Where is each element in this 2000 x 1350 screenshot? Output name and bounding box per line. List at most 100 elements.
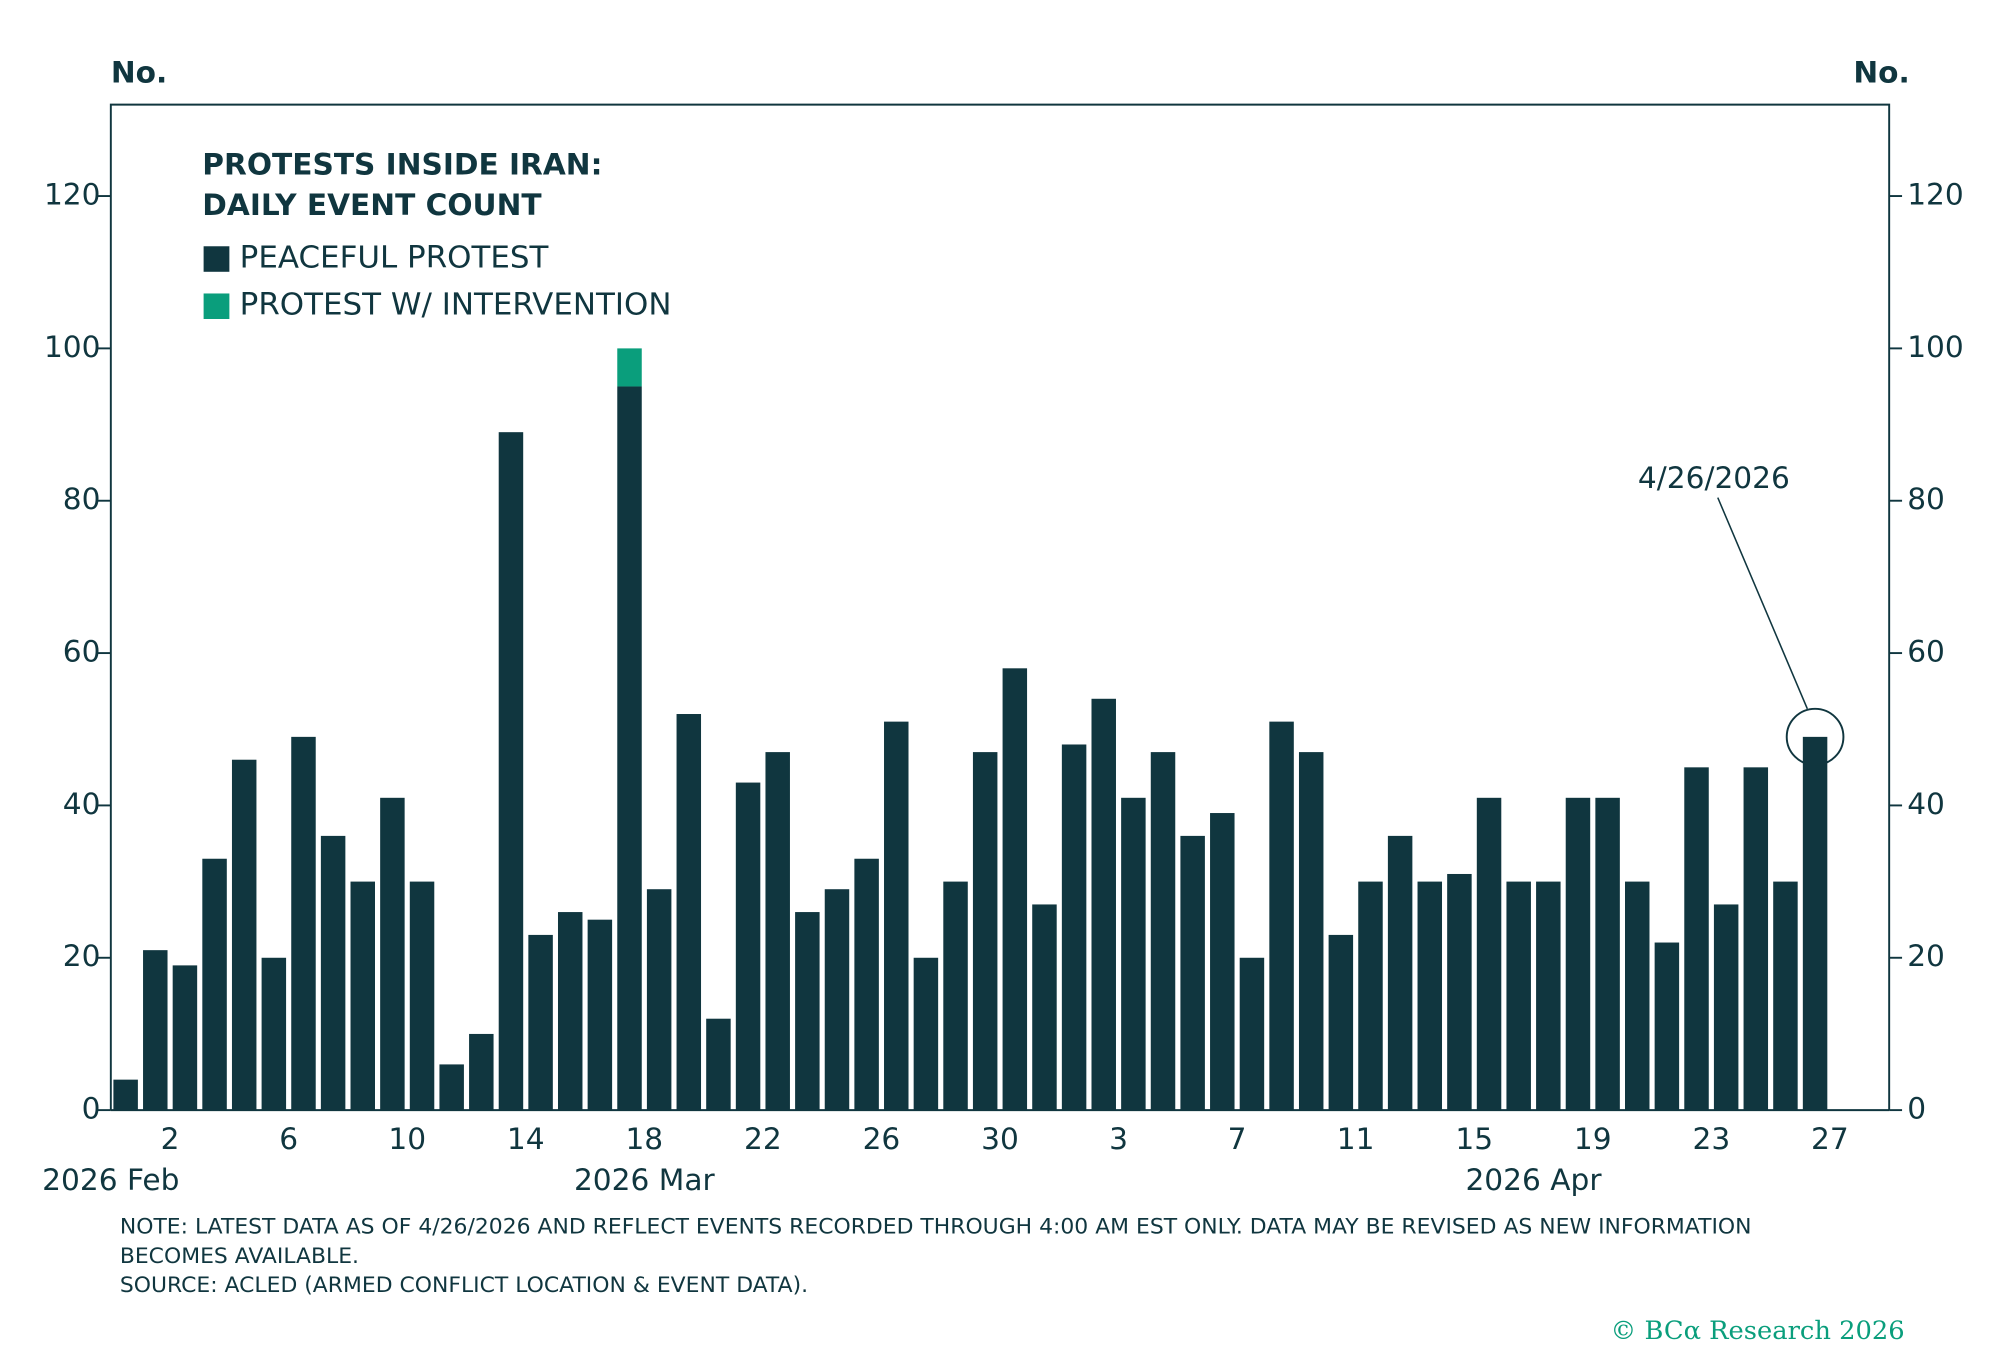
bar bbox=[1684, 767, 1709, 1111]
bar bbox=[587, 919, 613, 1111]
legend-label: PEACEFUL PROTEST bbox=[240, 240, 549, 276]
bar bbox=[617, 348, 642, 387]
note: NOTE: LATEST DATA AS OF 4/26/2026 AND RE… bbox=[120, 1215, 1752, 1240]
y2-tick-label: 80 bbox=[1907, 482, 1945, 516]
bar bbox=[1625, 881, 1650, 1111]
chart-title: PROTESTS INSIDE IRAN: bbox=[202, 147, 602, 181]
y-axis-label: No. bbox=[111, 56, 167, 90]
note: SOURCE: ACLED (ARMED CONFLICT LOCATION &… bbox=[120, 1273, 808, 1298]
x-group-label: 2026 Apr bbox=[1465, 1163, 1602, 1197]
bar bbox=[1358, 881, 1383, 1111]
x-tick-label: 19 bbox=[1574, 1122, 1612, 1156]
bar bbox=[1506, 881, 1531, 1111]
bar bbox=[1180, 835, 1205, 1111]
bar bbox=[884, 721, 909, 1111]
legend-swatch bbox=[203, 246, 230, 272]
x-tick-label: 30 bbox=[981, 1122, 1019, 1156]
bar bbox=[143, 950, 168, 1111]
x-tick-label: 23 bbox=[1692, 1122, 1730, 1156]
bar bbox=[1447, 873, 1472, 1111]
x-tick-label: 27 bbox=[1811, 1122, 1849, 1156]
y-tick-label: 80 bbox=[63, 482, 101, 516]
y2-tick-label: 60 bbox=[1907, 635, 1945, 669]
bar bbox=[1743, 767, 1769, 1111]
x-tick-label: 15 bbox=[1455, 1122, 1493, 1156]
y-tick-label: 60 bbox=[63, 635, 101, 669]
y2-tick-label: 100 bbox=[1907, 330, 1964, 364]
x-tick-label: 7 bbox=[1228, 1122, 1247, 1156]
x-tick-label: 2 bbox=[161, 1122, 180, 1156]
legend-label: PROTEST W/ INTERVENTION bbox=[240, 287, 672, 323]
bar bbox=[1536, 881, 1561, 1111]
bar bbox=[913, 957, 939, 1111]
bar bbox=[824, 889, 850, 1111]
x-group-label: 2026 Feb bbox=[42, 1163, 179, 1197]
credit: © BCα Research 2026 bbox=[1611, 1316, 1905, 1346]
bar bbox=[972, 752, 998, 1111]
bar bbox=[172, 965, 198, 1111]
bar bbox=[350, 881, 375, 1111]
bar bbox=[735, 782, 761, 1111]
annotation: 4/26/2026 bbox=[1638, 461, 1790, 495]
bar bbox=[113, 1079, 138, 1111]
bar bbox=[1150, 752, 1176, 1111]
bar bbox=[1654, 942, 1680, 1111]
x-tick-label: 3 bbox=[1109, 1122, 1128, 1156]
y2-tick-label: 120 bbox=[1907, 178, 1964, 212]
bar bbox=[1032, 904, 1057, 1111]
bar bbox=[795, 912, 820, 1111]
bar bbox=[1061, 744, 1087, 1111]
bar bbox=[1328, 934, 1354, 1111]
x-tick-label: 10 bbox=[388, 1122, 426, 1156]
bar bbox=[1269, 721, 1294, 1111]
annotation-leader bbox=[1717, 497, 1809, 710]
bar bbox=[469, 1033, 494, 1111]
y-tick-label: 40 bbox=[63, 787, 101, 821]
bar bbox=[1239, 957, 1265, 1111]
bar bbox=[498, 432, 524, 1111]
bar bbox=[854, 858, 879, 1111]
y2-tick-label: 20 bbox=[1907, 939, 1945, 973]
x-tick-label: 26 bbox=[863, 1122, 901, 1156]
bar bbox=[202, 858, 227, 1111]
y-tick-label: 120 bbox=[44, 178, 101, 212]
bar bbox=[706, 1018, 731, 1111]
y2-axis-label: No. bbox=[1853, 56, 1909, 90]
bar bbox=[1595, 797, 1620, 1111]
bar bbox=[1091, 698, 1116, 1111]
bar bbox=[1298, 752, 1324, 1111]
y-tick-label: 100 bbox=[44, 330, 101, 364]
bar bbox=[1713, 904, 1739, 1111]
bar bbox=[1417, 881, 1443, 1111]
x-tick-label: 18 bbox=[625, 1122, 663, 1156]
bar bbox=[1565, 797, 1591, 1111]
bar bbox=[231, 759, 257, 1111]
bar bbox=[409, 881, 435, 1111]
bar bbox=[943, 881, 968, 1111]
annotation-circle bbox=[1785, 707, 1845, 766]
legend-swatch bbox=[203, 293, 230, 319]
x-tick-label: 14 bbox=[507, 1122, 545, 1156]
bar bbox=[291, 736, 316, 1111]
y-tick-label: 20 bbox=[63, 939, 101, 973]
bar bbox=[1476, 797, 1502, 1111]
bar bbox=[1802, 736, 1828, 1111]
x-tick-label: 22 bbox=[744, 1122, 782, 1156]
bar bbox=[646, 889, 672, 1111]
bar bbox=[617, 386, 642, 1111]
note: BECOMES AVAILABLE. bbox=[120, 1244, 359, 1269]
bar bbox=[261, 957, 287, 1111]
bar bbox=[557, 912, 583, 1111]
y2-tick-label: 0 bbox=[1907, 1092, 1926, 1126]
bar bbox=[676, 714, 702, 1111]
bar bbox=[439, 1064, 464, 1111]
x-tick-label: 6 bbox=[279, 1122, 298, 1156]
chart-title: DAILY EVENT COUNT bbox=[202, 188, 541, 222]
bar bbox=[1773, 881, 1798, 1111]
bar bbox=[765, 752, 790, 1111]
x-tick-label: 11 bbox=[1337, 1122, 1375, 1156]
bar bbox=[1387, 835, 1413, 1111]
x-group-label: 2026 Mar bbox=[574, 1163, 716, 1197]
y-tick-label: 0 bbox=[82, 1092, 101, 1126]
